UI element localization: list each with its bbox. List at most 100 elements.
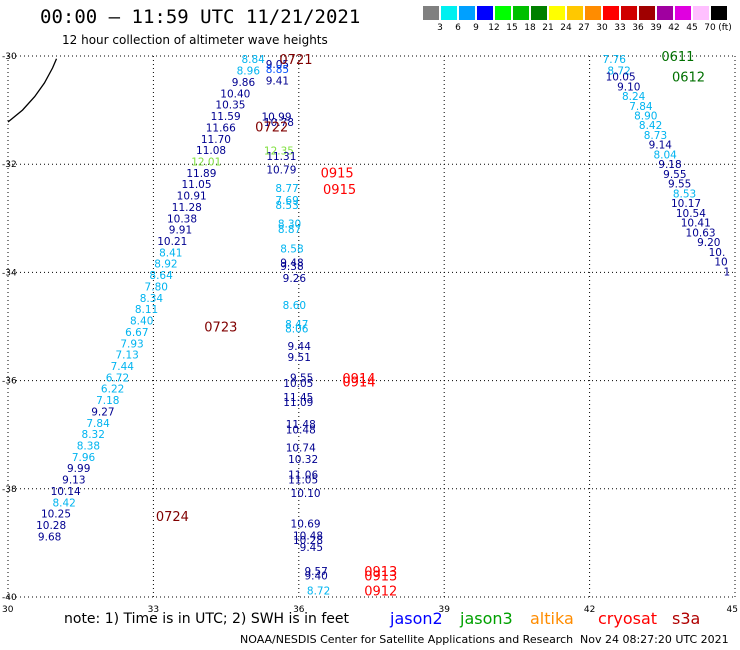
pass-time-label: 0912 [364, 585, 397, 600]
x-tick-label: 30 [2, 605, 14, 615]
wave-height-value: 8.24 [622, 91, 646, 103]
wave-height-value: 11.59 [211, 111, 241, 123]
wave-height-value: 7.96 [72, 452, 96, 464]
legend-swatch [693, 6, 709, 20]
wave-height-value: 9.68 [38, 531, 61, 543]
color-legend: 3 6 9 12 15 18 21 24 27 30 33 36 39 42 45 70 (ft) [423, 6, 739, 40]
wave-height-value: 11.31 [266, 151, 296, 163]
legend-swatch [585, 6, 601, 20]
wave-height-value: 10.91 [177, 191, 207, 203]
legend-swatch [603, 6, 619, 20]
legend-swatch [549, 6, 565, 20]
footer-timestamp: Nov 24 08:27:20 UTC 2021 [580, 633, 729, 646]
wave-height-value: 7.84 [629, 101, 653, 113]
legend-swatch [675, 6, 691, 20]
wave-height-value: 9.48 [280, 258, 303, 270]
pass-time-label: 0913 [364, 569, 397, 584]
wave-height-value: 7.80 [145, 281, 168, 293]
wave-height-value: 8.92 [154, 259, 177, 271]
pass-time-label: 0915 [323, 183, 356, 198]
satellite-jason2: jason2 [390, 609, 443, 628]
wave-height-value: 10.35 [215, 100, 245, 112]
wave-height-value: 9.55 [668, 179, 691, 191]
wave-height-value: 11.66 [206, 122, 236, 134]
wave-height-value: 9.51 [288, 352, 311, 364]
wave-height-value: 7.44 [111, 361, 135, 373]
wave-height-value: 9.86 [232, 77, 256, 89]
wave-height-value: 11.09 [283, 397, 313, 409]
x-tick-label: 42 [584, 605, 595, 615]
wave-height-value: 7.84 [86, 418, 110, 430]
wave-height-value: 9.55 [663, 169, 686, 181]
wave-height-value: 9.91 [169, 225, 192, 237]
x-tick-label: 33 [148, 605, 159, 615]
wave-height-value: 10.99 [261, 112, 291, 124]
legend-swatch [621, 6, 637, 20]
wave-height-value: 9.99 [67, 463, 90, 475]
wave-height-value: 7.93 [120, 338, 143, 350]
wave-height-value: 10.05 [606, 72, 636, 84]
legend-label: 30 [596, 23, 608, 33]
wave-height-value: 9.41 [266, 75, 289, 87]
wave-height-value: 10.21 [157, 236, 187, 248]
legend-label: 15 [506, 23, 518, 33]
legend-label: 3 [437, 23, 443, 33]
legend-unit: (ft) [718, 23, 732, 33]
pass-time-label: 0723 [204, 321, 237, 336]
wave-height-value: 8.73 [644, 130, 667, 142]
wave-height-value: 8.42 [639, 120, 662, 132]
wave-height-value: 8.64 [149, 270, 173, 282]
wave-height-value: 8.96 [237, 66, 261, 78]
wave-height-value: 12.01 [191, 156, 221, 168]
x-tick-label: 39 [438, 605, 450, 615]
wave-height-value: 10.48 [293, 530, 323, 542]
wave-height-value: 10.05 [283, 378, 313, 390]
legend-swatch [657, 6, 673, 20]
wave-height-value: 9.13 [62, 475, 85, 487]
wave-height-value: 1 [723, 266, 730, 278]
legend-swatch [477, 6, 493, 20]
satellite-jason3: jason3 [460, 609, 513, 628]
legend-label: 6 [455, 23, 461, 33]
y-tick-label: -36 [2, 377, 17, 387]
wave-height-value: 9.45 [300, 542, 323, 554]
wave-height-value: 8.85 [266, 64, 289, 76]
wave-height-value: 8.77 [275, 183, 298, 195]
pass-time-label: 0612 [672, 71, 705, 86]
satellite-altika: altika [530, 609, 574, 628]
y-tick-label: -30 [2, 52, 17, 62]
y-tick-label: -40 [2, 593, 17, 603]
y-tick-label: -34 [2, 268, 17, 278]
legend-swatch [513, 6, 529, 20]
wave-height-value: 10.17 [671, 198, 701, 210]
wave-height-value: 8.84 [241, 54, 265, 66]
wave-height-value: 6.72 [106, 372, 129, 384]
legend-swatch [423, 6, 439, 20]
wave-height-value: 8.87 [278, 224, 301, 236]
wave-height-value: 8.58 [280, 244, 303, 256]
pass-time-label: 0724 [156, 510, 189, 525]
legend-label: 21 [542, 23, 554, 33]
pass-time-label: 0915 [321, 166, 354, 181]
wave-height-value: 9.20 [697, 237, 720, 249]
wave-height-value: 9.14 [649, 140, 673, 152]
wave-height-value: 10.41 [681, 218, 711, 230]
wave-height-value: 7.18 [96, 395, 119, 407]
wave-height-value: 8.40 [130, 316, 153, 328]
pass-time-label: 0914 [342, 376, 375, 391]
wave-height-value: 8.30 [278, 219, 301, 231]
wave-height-value: 7.13 [115, 350, 138, 362]
wave-height-value: 9.18 [658, 159, 681, 171]
x-tick-label: 36 [293, 605, 305, 615]
legend-label: 39 [650, 23, 662, 33]
pass-time-label: 0913 [364, 565, 397, 580]
wave-height-value: 9.10 [617, 81, 640, 93]
wave-height-value: 10.25 [41, 509, 71, 521]
wave-height-value: 8.47 [285, 319, 308, 331]
wave-height-value: 9.55 [290, 372, 313, 384]
wave-height-value: 11.08 [196, 145, 226, 157]
wave-height-value: 10.69 [291, 518, 321, 530]
satellite-s3a: s3a [672, 609, 701, 628]
